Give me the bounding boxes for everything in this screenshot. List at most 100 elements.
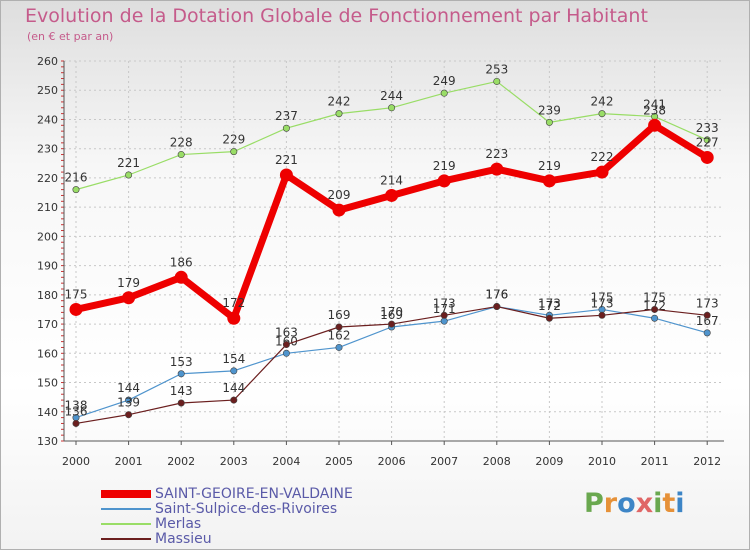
legend-label-massieu: Massieu	[155, 531, 212, 547]
y-tick-label: 190	[37, 260, 58, 273]
legend-swatch-massieu	[101, 538, 151, 540]
logo-letter: r	[603, 488, 618, 519]
chart-title: Evolution de la Dotation Globale de Fonc…	[25, 5, 648, 27]
data-label: 219	[538, 159, 561, 173]
logo-letter: o	[617, 488, 636, 519]
data-point	[388, 104, 396, 112]
legend-swatch-saint-sulpice	[101, 508, 151, 510]
data-label: 153	[170, 355, 193, 369]
data-label: 176	[485, 288, 508, 302]
x-tick-label: 2006	[378, 455, 406, 468]
legend-item-massieu: Massieu	[101, 531, 421, 547]
x-tick-label: 2009	[535, 455, 563, 468]
data-label: 172	[538, 299, 561, 313]
data-label: 219	[433, 159, 456, 173]
data-label: 221	[275, 153, 298, 167]
data-point	[125, 411, 133, 419]
data-label: 170	[380, 305, 403, 319]
data-point	[177, 399, 185, 407]
data-label: 173	[538, 296, 561, 310]
data-label: 179	[117, 276, 140, 290]
data-point	[282, 341, 290, 349]
data-point	[703, 311, 711, 319]
data-label: 249	[433, 74, 456, 88]
data-label: 227	[696, 135, 719, 149]
data-label: 175	[643, 290, 666, 304]
data-label: 253	[485, 62, 508, 76]
chart-subtitle: (en € et par an)	[27, 30, 114, 43]
data-point	[230, 396, 238, 404]
data-label: 175	[591, 290, 614, 304]
data-point	[279, 168, 293, 182]
logo-letter: t	[662, 488, 676, 519]
y-tick-label: 230	[37, 143, 58, 156]
data-point	[125, 171, 133, 179]
logo-letter: x	[635, 488, 654, 519]
data-point	[598, 110, 606, 118]
data-label: 176	[485, 288, 508, 302]
data-point	[648, 118, 662, 132]
data-point	[542, 174, 556, 188]
data-point	[598, 311, 606, 319]
x-tick-label: 2007	[430, 455, 458, 468]
data-label: 244	[380, 89, 403, 103]
data-label: 167	[696, 314, 719, 328]
data-label: 139	[117, 396, 140, 410]
data-point	[230, 367, 238, 375]
data-point	[177, 151, 185, 159]
data-label: 222	[591, 150, 614, 164]
data-label: 144	[222, 381, 245, 395]
data-point	[282, 124, 290, 132]
data-point	[493, 77, 501, 85]
data-point	[174, 270, 188, 284]
data-label: 214	[380, 173, 403, 187]
y-tick-label: 250	[37, 84, 58, 97]
data-point	[545, 314, 553, 322]
data-point	[177, 370, 185, 378]
data-point	[335, 323, 343, 331]
y-tick-label: 130	[37, 435, 58, 448]
data-point	[385, 188, 399, 202]
x-tick-label: 2005	[325, 455, 353, 468]
data-label: 172	[222, 296, 245, 310]
x-tick-label: 2002	[167, 455, 195, 468]
y-tick-label: 260	[37, 55, 58, 68]
data-point	[440, 89, 448, 97]
data-label: 163	[275, 326, 298, 340]
data-label: 238	[643, 103, 666, 117]
data-label: 209	[328, 188, 351, 202]
x-tick-label: 2010	[588, 455, 616, 468]
data-point	[122, 291, 136, 305]
data-point	[335, 343, 343, 351]
data-point	[440, 317, 448, 325]
data-point	[703, 329, 711, 337]
y-tick-label: 160	[37, 347, 58, 360]
data-label: 228	[170, 136, 193, 150]
y-tick-label: 180	[37, 289, 58, 302]
data-point	[490, 162, 504, 176]
data-point	[388, 320, 396, 328]
legend-label-saint-sulpice: Saint-Sulpice-des-Rivoires	[155, 501, 338, 517]
data-label: 186	[170, 255, 193, 269]
data-point	[69, 302, 83, 316]
data-label: 237	[275, 109, 298, 123]
legend-label-merlas: Merlas	[155, 516, 202, 532]
data-label: 216	[65, 171, 88, 185]
y-tick-label: 240	[37, 113, 58, 126]
data-point	[72, 186, 80, 194]
logo-letter: i	[675, 488, 685, 519]
data-point	[282, 349, 290, 357]
data-point	[72, 419, 80, 427]
data-label: 143	[170, 384, 193, 398]
data-point	[230, 148, 238, 156]
x-tick-label: 2003	[220, 455, 248, 468]
legend-swatch-merlas	[101, 523, 151, 525]
data-point	[437, 174, 451, 188]
proxiti-logo: Proxiti	[584, 488, 685, 519]
data-label: 242	[328, 95, 351, 109]
data-point	[651, 314, 659, 322]
data-point	[332, 203, 346, 217]
data-label: 162	[328, 328, 351, 342]
y-tick-label: 140	[37, 406, 58, 419]
